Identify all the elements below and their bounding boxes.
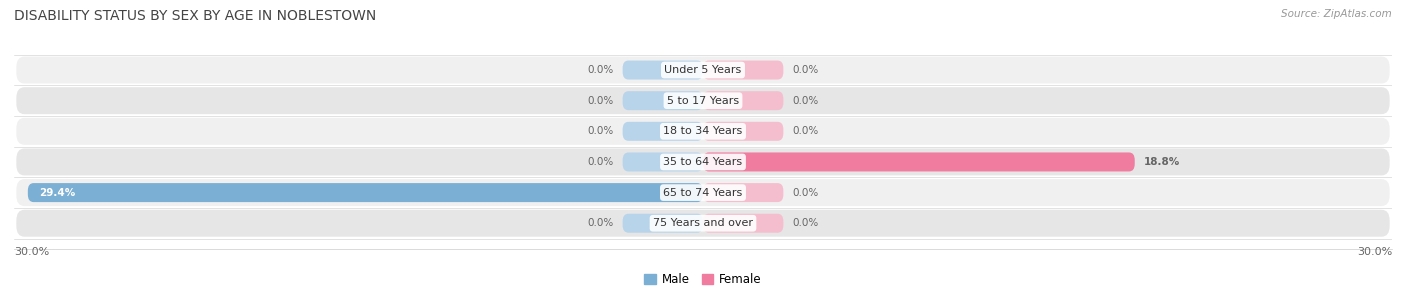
Text: 30.0%: 30.0%	[1357, 247, 1392, 257]
FancyBboxPatch shape	[703, 153, 1135, 171]
Text: 0.0%: 0.0%	[588, 126, 613, 136]
Text: 0.0%: 0.0%	[793, 188, 818, 198]
Text: 35 to 64 Years: 35 to 64 Years	[664, 157, 742, 167]
FancyBboxPatch shape	[17, 118, 1389, 145]
Text: 5 to 17 Years: 5 to 17 Years	[666, 96, 740, 106]
Text: DISABILITY STATUS BY SEX BY AGE IN NOBLESTOWN: DISABILITY STATUS BY SEX BY AGE IN NOBLE…	[14, 9, 377, 23]
FancyBboxPatch shape	[623, 60, 703, 80]
Text: 0.0%: 0.0%	[793, 65, 818, 75]
FancyBboxPatch shape	[703, 91, 783, 110]
FancyBboxPatch shape	[17, 57, 1389, 84]
FancyBboxPatch shape	[623, 122, 703, 141]
FancyBboxPatch shape	[703, 122, 783, 141]
Text: 29.4%: 29.4%	[39, 188, 76, 198]
FancyBboxPatch shape	[17, 179, 1389, 206]
FancyBboxPatch shape	[703, 183, 783, 202]
Text: 0.0%: 0.0%	[588, 96, 613, 106]
Text: 0.0%: 0.0%	[588, 157, 613, 167]
FancyBboxPatch shape	[623, 153, 703, 171]
Text: Source: ZipAtlas.com: Source: ZipAtlas.com	[1281, 9, 1392, 19]
Text: 18.8%: 18.8%	[1144, 157, 1180, 167]
FancyBboxPatch shape	[28, 183, 703, 202]
Text: 0.0%: 0.0%	[793, 218, 818, 228]
FancyBboxPatch shape	[703, 60, 783, 80]
Legend: Male, Female: Male, Female	[644, 273, 762, 286]
Text: 0.0%: 0.0%	[793, 96, 818, 106]
FancyBboxPatch shape	[623, 214, 703, 233]
Text: 0.0%: 0.0%	[588, 65, 613, 75]
FancyBboxPatch shape	[17, 87, 1389, 114]
Text: 75 Years and over: 75 Years and over	[652, 218, 754, 228]
FancyBboxPatch shape	[17, 210, 1389, 237]
FancyBboxPatch shape	[17, 148, 1389, 175]
Text: 0.0%: 0.0%	[793, 126, 818, 136]
Text: 18 to 34 Years: 18 to 34 Years	[664, 126, 742, 136]
Text: 0.0%: 0.0%	[588, 218, 613, 228]
Text: 65 to 74 Years: 65 to 74 Years	[664, 188, 742, 198]
Text: Under 5 Years: Under 5 Years	[665, 65, 741, 75]
FancyBboxPatch shape	[623, 91, 703, 110]
Text: 30.0%: 30.0%	[14, 247, 49, 257]
FancyBboxPatch shape	[703, 214, 783, 233]
